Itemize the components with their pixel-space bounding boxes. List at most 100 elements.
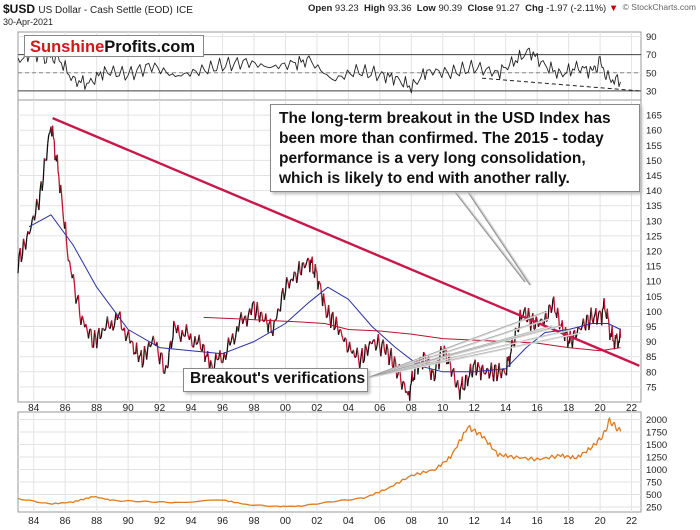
price-bar <box>152 335 156 344</box>
price-bar <box>137 355 141 363</box>
price-bar <box>38 191 41 211</box>
moving-average-long <box>203 316 621 352</box>
annotation-pointer <box>467 191 531 286</box>
price-bar <box>233 337 237 345</box>
y-tick-label: 160 <box>646 126 662 137</box>
price-bar <box>177 324 181 336</box>
price-bar <box>466 377 470 387</box>
gold-panel: 84 86 88 90 92 94 96 98 00 02 04 06 08 10 12 14 16 18 20 22… <box>17 411 667 527</box>
price-bar <box>402 380 405 384</box>
price-bar <box>611 331 614 342</box>
price-bar <box>543 317 546 326</box>
x-tick-label: 10 <box>437 516 449 527</box>
price-bar <box>340 329 343 335</box>
price-bar <box>103 327 107 332</box>
price-bar <box>265 313 268 321</box>
price-bar <box>550 308 553 313</box>
price-bar <box>373 339 377 351</box>
price-bar <box>20 256 24 263</box>
price-bar <box>66 252 69 262</box>
price-bar <box>450 371 453 377</box>
price-bar <box>93 330 97 338</box>
price-bar <box>333 327 336 331</box>
price-bar <box>323 301 327 308</box>
y-tick-label: 135 <box>646 201 662 212</box>
price-bar <box>592 317 595 324</box>
chart-date: 30-Apr-2021 <box>3 17 54 27</box>
price-bar <box>588 321 591 331</box>
price-bar <box>112 325 116 331</box>
price-bar <box>56 154 59 172</box>
x-tick-label: 86 <box>60 403 72 414</box>
price-bar <box>449 361 452 366</box>
high-value: 93.36 <box>387 3 412 14</box>
price-bar <box>305 261 308 266</box>
price-bar <box>268 322 271 324</box>
price-bar <box>488 373 491 379</box>
price-bar <box>597 312 600 319</box>
price-bar <box>578 327 581 330</box>
price-bar <box>393 356 397 363</box>
x-tick-label: 02 <box>311 516 323 527</box>
price-bar <box>190 333 193 347</box>
x-tick-label: 22 <box>626 403 638 414</box>
rsi-panel: 30 50 70 90 <box>17 31 657 101</box>
x-tick-label: 12 <box>469 516 481 527</box>
price-bar <box>455 382 458 388</box>
price-bar <box>322 293 326 302</box>
x-tick-label: 94 <box>185 403 197 414</box>
rsi-dashed-trendline <box>482 77 640 92</box>
price-bar <box>284 277 288 293</box>
price-bar <box>156 341 159 355</box>
price-bar <box>359 356 362 370</box>
y-tick-label: 100 <box>646 307 662 318</box>
price-bar <box>165 364 168 367</box>
y-tick-label: 30 <box>646 86 657 97</box>
rsi-line <box>17 46 621 94</box>
y-tick-label: 1250 <box>646 453 667 464</box>
stockcharts-credit: © StockCharts.com <box>622 2 696 12</box>
verification-pointer <box>368 318 550 379</box>
price-bar <box>180 330 183 342</box>
x-tick-label: 18 <box>563 403 575 414</box>
price-bar <box>60 184 63 196</box>
price-bar <box>492 365 496 382</box>
price-bar <box>274 318 278 321</box>
price-bar <box>288 279 292 289</box>
price-bar <box>304 265 307 269</box>
price-bar <box>300 262 304 276</box>
price-bar <box>460 382 463 387</box>
price-bar <box>335 316 339 326</box>
price-bar <box>604 311 607 317</box>
price-bar <box>547 305 550 318</box>
price-bar <box>324 306 328 318</box>
price-bar <box>504 372 507 375</box>
y-tick-label: 1000 <box>646 465 667 476</box>
price-bar <box>286 277 289 283</box>
low-value: 90.39 <box>438 3 463 14</box>
price-bar <box>459 386 462 390</box>
y-tick-label: 750 <box>646 478 662 489</box>
x-tick-label: 10 <box>437 403 449 414</box>
chart-marks <box>17 46 640 508</box>
x-tick-label: 88 <box>91 403 103 414</box>
x-tick-label: 12 <box>469 403 481 414</box>
price-bar <box>590 307 593 321</box>
x-tick-label: 92 <box>154 403 166 414</box>
price-bar <box>267 323 270 333</box>
price-bar <box>148 341 151 348</box>
y-tick-label: 70 <box>646 50 657 61</box>
price-bar <box>314 263 317 272</box>
price-bar <box>364 344 368 349</box>
price-bar <box>73 285 77 304</box>
price-bar <box>490 362 494 375</box>
y-tick-label: 150 <box>646 156 662 167</box>
price-bar <box>346 349 349 353</box>
price-bar <box>279 294 283 312</box>
price-bar <box>480 367 483 381</box>
price-bar <box>22 238 26 245</box>
price-bar <box>607 317 610 320</box>
price-bar <box>61 195 64 210</box>
price-bar <box>87 329 91 339</box>
price-bar <box>213 353 217 369</box>
